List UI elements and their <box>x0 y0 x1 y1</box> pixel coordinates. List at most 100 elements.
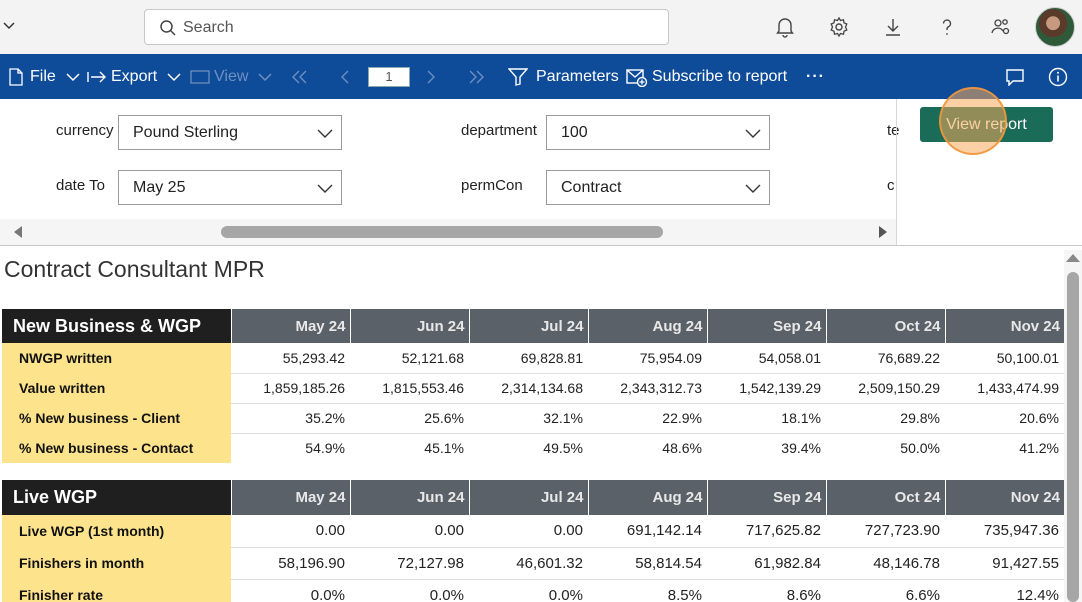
scroll-left-icon[interactable] <box>12 225 24 239</box>
cell-value: 0.00 <box>231 515 350 548</box>
first-page-button[interactable] <box>290 54 308 99</box>
cell-value: 12.4% <box>945 579 1064 602</box>
gear-icon[interactable] <box>827 15 851 39</box>
comments-button[interactable] <box>1005 54 1025 99</box>
cell-value: 35.2% <box>231 403 350 434</box>
row-label: % New business - Contact <box>2 433 231 463</box>
view-report-button[interactable]: View report <box>920 107 1053 142</box>
table-row: Live WGP (1st month) 0.00 0.00 0.00 691,… <box>2 515 1064 548</box>
last-page-icon <box>469 70 484 83</box>
cell-value: 18.1% <box>707 403 826 434</box>
currency-select[interactable]: Pound Sterling <box>118 115 342 150</box>
cell-value: 25.6% <box>350 403 469 434</box>
cell-value: 54.9% <box>305 440 345 457</box>
subscribe-button[interactable]: Subscribe to report <box>626 54 787 99</box>
scroll-right-icon[interactable] <box>877 225 889 239</box>
cell-value: 2,343,312.73 <box>588 373 707 404</box>
cell-value: 2,314,134.68 <box>469 373 588 404</box>
page-number-input[interactable]: 1 <box>368 67 410 87</box>
file-label: File <box>30 67 56 85</box>
search-icon <box>160 20 176 36</box>
chevron-down-icon[interactable] <box>2 18 16 32</box>
scrollbar-thumb[interactable] <box>221 226 663 238</box>
prev-page-icon <box>341 70 349 83</box>
search-box[interactable]: Search <box>144 9 669 45</box>
month-header: Aug 24 <box>587 480 707 515</box>
row-label: Value written <box>2 373 231 403</box>
section-title: Live WGP <box>2 480 231 515</box>
next-page-button[interactable] <box>425 54 437 99</box>
more-options-button[interactable]: ··· <box>806 54 825 99</box>
more-icon: ··· <box>806 67 825 85</box>
department-select[interactable]: 100 <box>546 115 770 150</box>
parameters-button[interactable]: Parameters <box>508 54 619 99</box>
truncated-param-label: c <box>887 177 895 194</box>
cell-value: 76,689.22 <box>826 343 945 374</box>
file-menu[interactable]: File <box>8 54 80 99</box>
avatar[interactable] <box>1035 7 1075 47</box>
currency-value: Pound Sterling <box>133 124 238 141</box>
row-label: % New business - Client <box>2 403 231 433</box>
date-to-select[interactable]: May 25 <box>118 170 342 205</box>
last-page-button[interactable] <box>468 54 486 99</box>
previous-page-button[interactable] <box>339 54 351 99</box>
first-page-icon <box>292 70 307 83</box>
permcon-select[interactable]: Contract <box>546 170 770 205</box>
export-menu[interactable]: Export <box>87 54 181 99</box>
cell-value: 717,625.82 <box>707 515 826 548</box>
scrollbar-thumb[interactable] <box>1067 272 1079 602</box>
cell-value: 0.0% <box>350 579 469 602</box>
month-header: Jul 24 <box>468 309 588 343</box>
cell-value: 54,058.01 <box>707 343 826 374</box>
report-vertical-scrollbar[interactable] <box>1064 250 1082 602</box>
table-row: Finisher rate 0.0% 0.0% 0.0% 8.5% 8.6% 6… <box>2 579 1064 602</box>
department-label: department <box>461 122 537 139</box>
month-header: Nov 24 <box>944 309 1064 343</box>
cell-value: 58,814.54 <box>588 547 707 580</box>
scroll-up-icon[interactable] <box>1065 252 1081 264</box>
cell-value: 45.1% <box>424 440 464 457</box>
chevron-down-icon <box>317 129 333 138</box>
month-header: Nov 24 <box>944 480 1064 515</box>
bell-icon[interactable] <box>773 15 797 39</box>
section-header-row: New Business & WGP May 24 Jun 24 Jul 24 … <box>2 309 1064 343</box>
date-to-label: date To <box>56 177 105 194</box>
search-input[interactable]: Search <box>183 19 234 36</box>
cell-value: 48,146.78 <box>826 547 945 580</box>
cell-value: 69,828.81 <box>469 343 588 374</box>
info-button[interactable] <box>1048 54 1068 99</box>
chevron-down-icon <box>317 184 333 193</box>
view-label: View <box>214 67 249 85</box>
month-header: Jun 24 <box>349 480 469 515</box>
view-menu[interactable]: View <box>190 54 272 99</box>
date-to-value: May 25 <box>133 179 186 196</box>
download-icon[interactable] <box>881 15 905 39</box>
export-label: Export <box>111 67 158 85</box>
section-title: New Business & WGP <box>2 309 231 343</box>
cell-value: 0.0% <box>469 579 588 602</box>
cell-value: 49.5% <box>543 440 583 457</box>
divider <box>0 245 1082 246</box>
chevron-down-icon <box>258 72 272 81</box>
month-header: Sep 24 <box>706 480 826 515</box>
truncated-param-label: te <box>887 122 900 139</box>
cell-value: 691,142.14 <box>588 515 707 548</box>
month-header: Sep 24 <box>706 309 826 343</box>
cell-value: 1,815,553.46 <box>350 373 469 404</box>
permcon-value: Contract <box>561 179 622 196</box>
chevron-down-icon <box>745 184 761 193</box>
cell-value: 1,542,139.29 <box>707 373 826 404</box>
parameters-horizontal-scrollbar[interactable] <box>0 219 897 245</box>
month-header: Aug 24 <box>587 309 707 343</box>
cell-value: 8.6% <box>707 579 826 602</box>
people-settings-icon[interactable] <box>989 15 1013 39</box>
cell-value: 72,127.98 <box>350 547 469 580</box>
cell-value: 50,100.01 <box>945 343 1064 374</box>
comment-icon <box>1006 68 1024 86</box>
cell-value: 41.2% <box>1019 440 1059 457</box>
export-icon <box>87 71 106 82</box>
department-value: 100 <box>561 124 588 141</box>
help-icon[interactable] <box>935 15 959 39</box>
divider <box>896 99 897 245</box>
table-row: % New business - Contact 54.9% 45.1% 49.… <box>2 433 1064 463</box>
